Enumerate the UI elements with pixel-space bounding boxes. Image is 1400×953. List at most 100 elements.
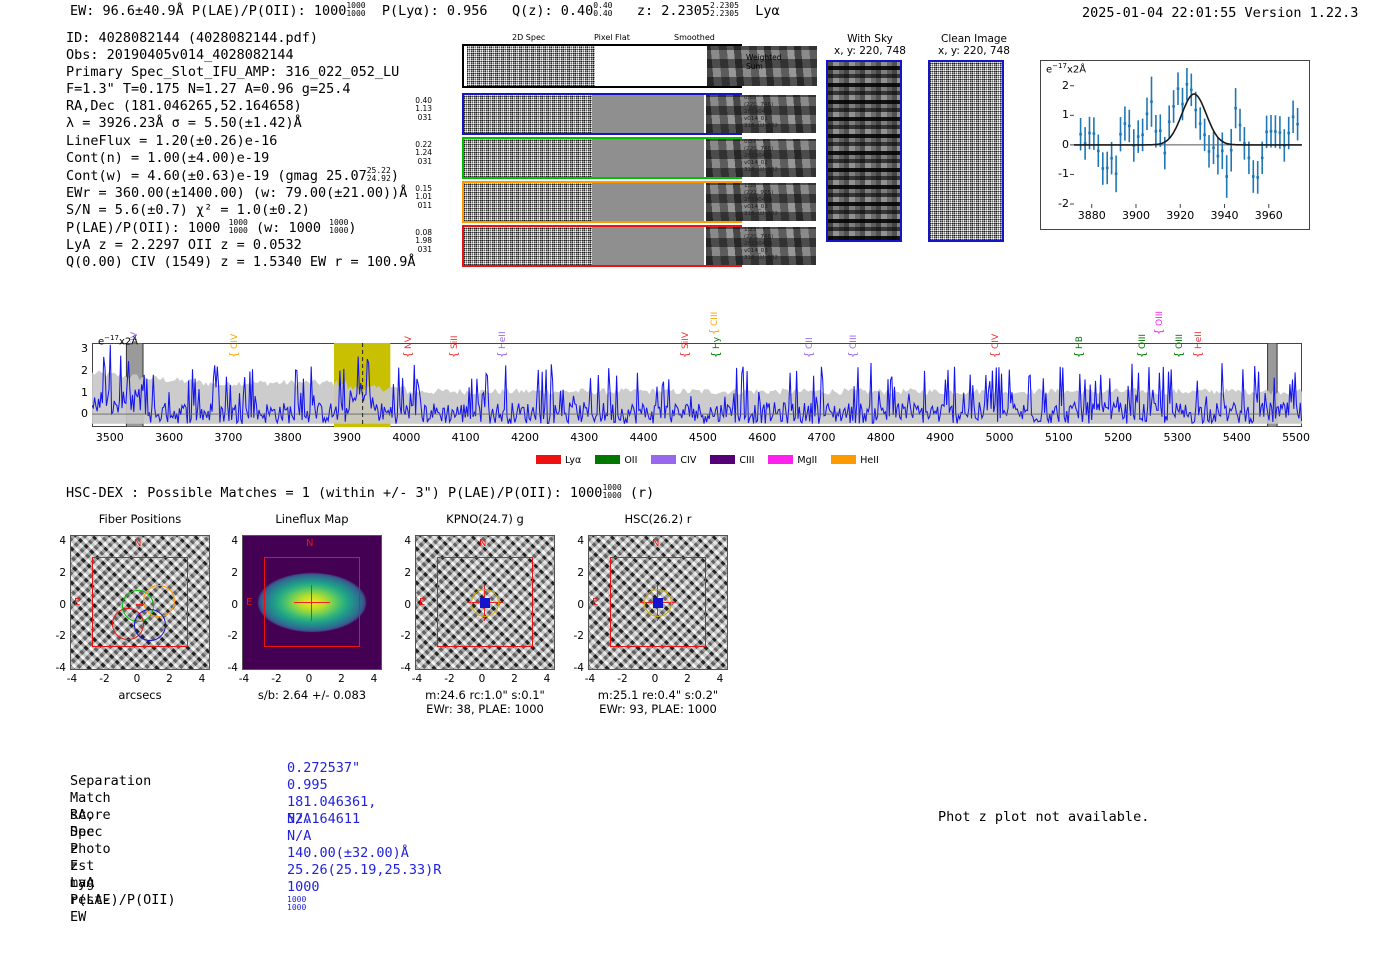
info-lineflux: LineFlux = 1.20(±0.26)e-16 [66,132,278,149]
legend-swatch [768,455,794,464]
match-marker [653,598,663,608]
line-fit-ytick: 1 [1062,108,1069,122]
spectrum-xtick: 4400 [629,431,658,444]
spectrum-xtick: 5100 [1044,431,1073,444]
spectrum-ytick: 3 [81,342,88,356]
line-fit-xtick: 3960 [1254,209,1283,222]
legend-label: CIV [680,455,697,466]
compass-east: E [592,597,599,608]
legend-item: MgII [768,455,817,466]
spectrum-xtick: 4300 [570,431,599,444]
spectrum-yunits: e−17x2Å [98,334,139,348]
info-id: ID: 4028082144 (4028082144.pdf) [66,30,318,46]
spectrum-xtick: 3500 [95,431,124,444]
match-table-key: Spec z [70,824,103,857]
z-fraction: 2.2305 2.2305 [710,1,739,18]
compass-north: N [479,538,487,549]
match-table-value: 1000 1000 1000 [287,879,320,912]
match-table-value: 25.26(25.19,25.33)R [287,862,442,878]
spec2d-montage: 2D Spec Pixel Flat Smoothed Weighted Sum… [415,33,817,267]
match-table-value: 0.272537" [287,760,361,776]
panel-xtick: -2 [444,673,455,685]
legend-item: HeII [831,455,879,466]
line-fit-ytick: 2 [1062,78,1069,92]
panel-ytick: 4 [577,535,584,547]
spectrum-xtick: 4000 [392,431,421,444]
panel-xtick: 4 [370,673,378,685]
legend-label: Lyα [565,455,582,466]
info-seeing-params: F=1.3" T=0.175 N=1.27 A=0.96 g=25.4 [66,81,351,98]
spectrum-xtick: 4700 [807,431,836,444]
panel-ytick: 2 [59,566,66,579]
fiber-2dspec-image [464,183,592,221]
panel-title: KPNO(24.7) g [446,512,524,526]
info-ewr: EWr = 360.00(±1400.00) (w: 79.00(±21.00)… [66,184,408,201]
spectrum-line-brace: { [1151,328,1165,335]
fiber-left-labels: 0.40 1.13 031 [415,96,432,122]
aperture-circle [644,589,672,617]
header-qz-text: Q(z): 0.40 [511,2,594,19]
panel-caption: m:25.1 re:0.4" s:0.2" [597,688,719,702]
panel-xtick: -2 [271,673,282,685]
info-plae: P(LAE)/P(OII): 1000 1000 1000 (w: 1000 10… [66,217,357,236]
photoz-message: Phot z plot not available. [938,809,1150,825]
info-primary-spec: Primary Spec_Slot_IFU_AMP: 316_022_052_L… [66,64,400,81]
fiber-left-labels: 0.22 1.24 031 [415,140,432,166]
match-table-key: mag [70,875,95,891]
panel-xtick: -2 [99,673,110,685]
fiber-pixelflat-image [592,227,704,265]
panel-ytick: -2 [573,630,584,643]
fiber-circle [134,609,166,641]
panel-xtick: 0 [305,673,313,685]
spectrum-xtick: 5300 [1163,431,1192,444]
info-sn-chi2: S/N = 5.6(±0.7) χ² = 1.0(±0.2) [66,201,310,218]
line-fit-xtick: 3880 [1077,209,1106,222]
spectrum-xtick: 5500 [1282,431,1311,444]
info-lambda-sigma: λ = 3926.23Å σ = 5.50(±1.42)Å [66,115,302,132]
info-redshifts: LyA z = 2.2297 OII z = 0.0532 [66,236,302,253]
spectrum-xtick: 5000 [985,431,1014,444]
panel-xtick: 4 [543,673,551,685]
panel-xtick: 4 [198,673,206,685]
fiber-2dspec-image [464,139,592,177]
spec2d-fiber-row [462,225,816,267]
spectrum-xtick: 4200 [510,431,539,444]
panel-ytick: 4 [404,535,411,547]
spec2d-fiber-row [462,137,816,179]
spectrum-xtick: 4100 [451,431,480,444]
panel-xtick: 0 [133,673,141,685]
spec2d-fiber-row [462,181,816,223]
timestamp-version: 2025-01-04 22:01:55 Version 1.22.3 [1082,5,1359,21]
info-cont-w: Cont(w) = 4.60(±0.63)e-19 (gmag 25.07 25.… [66,165,399,184]
spec2d-col-title-smoothed: Smoothed [674,33,715,42]
panel-fov-box [437,557,533,647]
weighted-sum-smoothed-image [707,46,817,86]
cleanimage-image [928,60,1004,242]
panel-xtick: 2 [338,673,345,685]
legend-item: Lyα [536,455,581,466]
spectrum-line-label: CIII [709,311,720,326]
panel-ytick: 4 [59,535,66,547]
info-plae-w-fraction: 1000 1000 [329,217,349,235]
fiber-right-labels: 0.83" (220, 748) 20190405 v014_01 316_LU_082 [744,95,778,130]
spectrum-legend: Lyα OII CIV CIII MgII HeII [536,455,893,466]
panel-xtick: 2 [166,673,173,685]
spec2d-col-title-pixelflat: Pixel Flat [594,33,630,42]
panel-ytick: 2 [404,566,411,579]
panel-title: Lineflux Map [275,512,349,526]
legend-swatch [651,455,677,464]
spectrum-xtick: 5400 [1222,431,1251,444]
line-fit-ytick: 0 [1062,137,1069,151]
line-fit-yunits: e−17x2Å [1046,62,1087,76]
match-table-value: N/A [287,828,312,844]
spectrum-xtick: 5200 [1104,431,1133,444]
match-table-value: 181.046361, 52.164611 [287,794,377,827]
panel-ytick: 2 [231,566,238,579]
spectrum-ytick: 0 [81,407,88,421]
spectrum-xtick: 4500 [688,431,717,444]
qz-fraction: 0.40 0.40 [593,1,613,18]
compass-north: N [652,538,660,549]
panel-title: Fiber Positions [98,512,182,526]
header-plya-text: P(Lyα): 0.956 [381,2,488,19]
spectrum-xtick: 4900 [926,431,955,444]
